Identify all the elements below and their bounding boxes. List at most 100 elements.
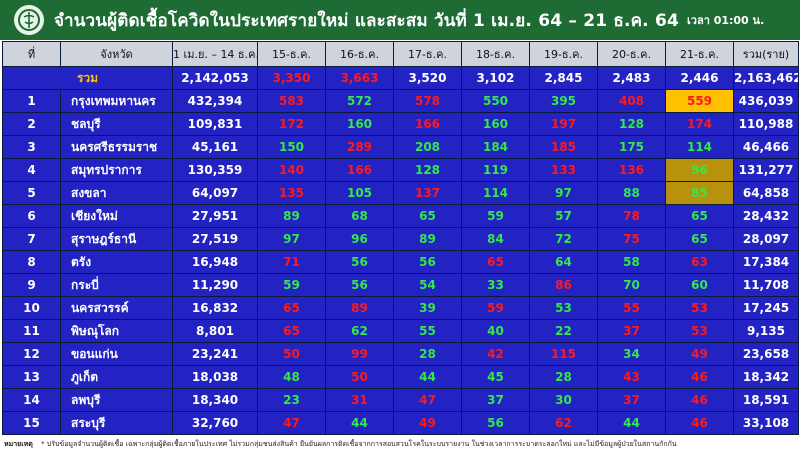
value-cell: 70: [597, 273, 666, 297]
column-header: 16-ธ.ค.: [325, 41, 394, 67]
total-cell: 2,483: [597, 66, 666, 90]
value-cell: 97: [529, 181, 598, 205]
value-cell: 55: [393, 319, 462, 343]
value-cell: 174: [665, 112, 734, 136]
row-number: 2: [2, 112, 61, 136]
value-cell: 46,466: [733, 135, 799, 159]
value-cell: 208: [393, 135, 462, 159]
province-name: ภูเก็ต: [60, 365, 173, 389]
value-cell: 40: [461, 319, 530, 343]
highlighted-value-cell: 85: [665, 181, 734, 205]
value-cell: 185: [529, 135, 598, 159]
value-cell: 71: [257, 250, 326, 274]
table-header-row: ที่ จังหวัด 1 เม.ย. – 14 ธ.ค. 15-ธ.ค. 16-ธ.ค…: [2, 41, 799, 67]
value-cell: 57: [529, 204, 598, 228]
value-cell: 28: [393, 342, 462, 366]
province-name: สุราษฎร์ธานี: [60, 227, 173, 251]
province-name: กระบี่: [60, 273, 173, 297]
row-number: 13: [2, 365, 61, 389]
column-header: 1 เม.ย. – 14 ธ.ค.: [172, 41, 258, 67]
province-name: กรุงเทพมหานคร: [60, 89, 173, 113]
total-label: รวม: [2, 66, 173, 90]
province-name: ชลบุรี: [60, 112, 173, 136]
value-cell: 64: [529, 250, 598, 274]
table-row: 4 สมุทรปราการ 130,359 140 166 128 119 133 136 96 1…: [2, 158, 799, 182]
value-cell: 172: [257, 112, 326, 136]
column-header: 21-ธ.ค.: [665, 41, 734, 67]
table-row: 11 พิษณุโลก 8,801 65 62 55 40 22 37 53 9,135: [2, 319, 799, 343]
value-cell: 65: [665, 227, 734, 251]
column-header: 19-ธ.ค.: [529, 41, 598, 67]
row-number: 5: [2, 181, 61, 205]
value-cell: 18,340: [172, 388, 258, 412]
value-cell: 166: [325, 158, 394, 182]
province-name: พิษณุโลก: [60, 319, 173, 343]
total-cell: 3,350: [257, 66, 326, 90]
row-number: 8: [2, 250, 61, 274]
value-cell: 55: [597, 296, 666, 320]
table-row: 5 สงขลา 64,097 135 105 137 114 97 88 85 64,858: [2, 181, 799, 205]
table-row: 9 กระบี่ 11,290 59 56 54 33 86 70 60 11,708: [2, 273, 799, 297]
value-cell: 59: [461, 296, 530, 320]
total-row: รวม 2,142,053 3,350 3,663 3,520 3,102 2,845 2,…: [2, 66, 799, 90]
value-cell: 8,801: [172, 319, 258, 343]
total-cell: 2,142,053: [172, 66, 258, 90]
value-cell: 97: [257, 227, 326, 251]
value-cell: 140: [257, 158, 326, 182]
value-cell: 56: [393, 250, 462, 274]
value-cell: 56: [325, 250, 394, 274]
value-cell: 56: [325, 273, 394, 297]
total-cell: 2,446: [665, 66, 734, 90]
value-cell: 53: [665, 319, 734, 343]
value-cell: 160: [461, 112, 530, 136]
value-cell: 184: [461, 135, 530, 159]
value-cell: 578: [393, 89, 462, 113]
column-header: 20-ธ.ค.: [597, 41, 666, 67]
value-cell: 53: [665, 296, 734, 320]
value-cell: 33,108: [733, 411, 799, 435]
province-name: ขอนแก่น: [60, 342, 173, 366]
value-cell: 49: [665, 342, 734, 366]
value-cell: 175: [597, 135, 666, 159]
row-number: 11: [2, 319, 61, 343]
header-bar: จำนวนผู้ติดเชื้อโควิดในประเทศรายใหม่ และ…: [0, 0, 800, 40]
footer-label: หมายเหตุ: [4, 440, 33, 448]
value-cell: 110,988: [733, 112, 799, 136]
value-cell: 50: [325, 365, 394, 389]
value-cell: 64,858: [733, 181, 799, 205]
value-cell: 34: [597, 342, 666, 366]
value-cell: 28: [529, 365, 598, 389]
total-cell: 3,102: [461, 66, 530, 90]
row-number: 4: [2, 158, 61, 182]
update-time: เวลา 01:00 น.: [687, 14, 765, 27]
highlighted-value-cell: 559: [665, 89, 734, 113]
value-cell: 137: [393, 181, 462, 205]
value-cell: 96: [325, 227, 394, 251]
value-cell: 33: [461, 273, 530, 297]
value-cell: 78: [597, 204, 666, 228]
total-cell: 2,163,462: [733, 66, 799, 90]
value-cell: 11,290: [172, 273, 258, 297]
table-row: 1 กรุงเทพมหานคร 432,394 583 572 578 550 395 408 5…: [2, 89, 799, 113]
column-header: ที่: [2, 41, 61, 67]
province-name: ตรัง: [60, 250, 173, 274]
row-number: 15: [2, 411, 61, 435]
covid-cases-table: ที่ จังหวัด 1 เม.ย. – 14 ธ.ค. 15-ธ.ค. 16-ธ.ค…: [2, 41, 799, 435]
value-cell: 109,831: [172, 112, 258, 136]
value-cell: 166: [393, 112, 462, 136]
table-row: 15 สระบุรี 32,760 47 44 49 56 62 44 46 33,108: [2, 411, 799, 435]
value-cell: 89: [257, 204, 326, 228]
value-cell: 572: [325, 89, 394, 113]
value-cell: 47: [393, 388, 462, 412]
province-name: สระบุรี: [60, 411, 173, 435]
value-cell: 99: [325, 342, 394, 366]
value-cell: 150: [257, 135, 326, 159]
value-cell: 9,135: [733, 319, 799, 343]
value-cell: 136: [597, 158, 666, 182]
value-cell: 115: [529, 342, 598, 366]
column-header: จังหวัด: [60, 41, 173, 67]
province-name: สมุทรปราการ: [60, 158, 173, 182]
row-number: 14: [2, 388, 61, 412]
value-cell: 46: [665, 365, 734, 389]
